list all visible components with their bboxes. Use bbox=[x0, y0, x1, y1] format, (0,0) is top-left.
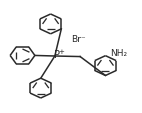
Text: P: P bbox=[54, 50, 59, 60]
Text: NH₂: NH₂ bbox=[110, 49, 127, 58]
Text: Br⁻: Br⁻ bbox=[71, 35, 86, 44]
Text: +: + bbox=[58, 48, 64, 54]
